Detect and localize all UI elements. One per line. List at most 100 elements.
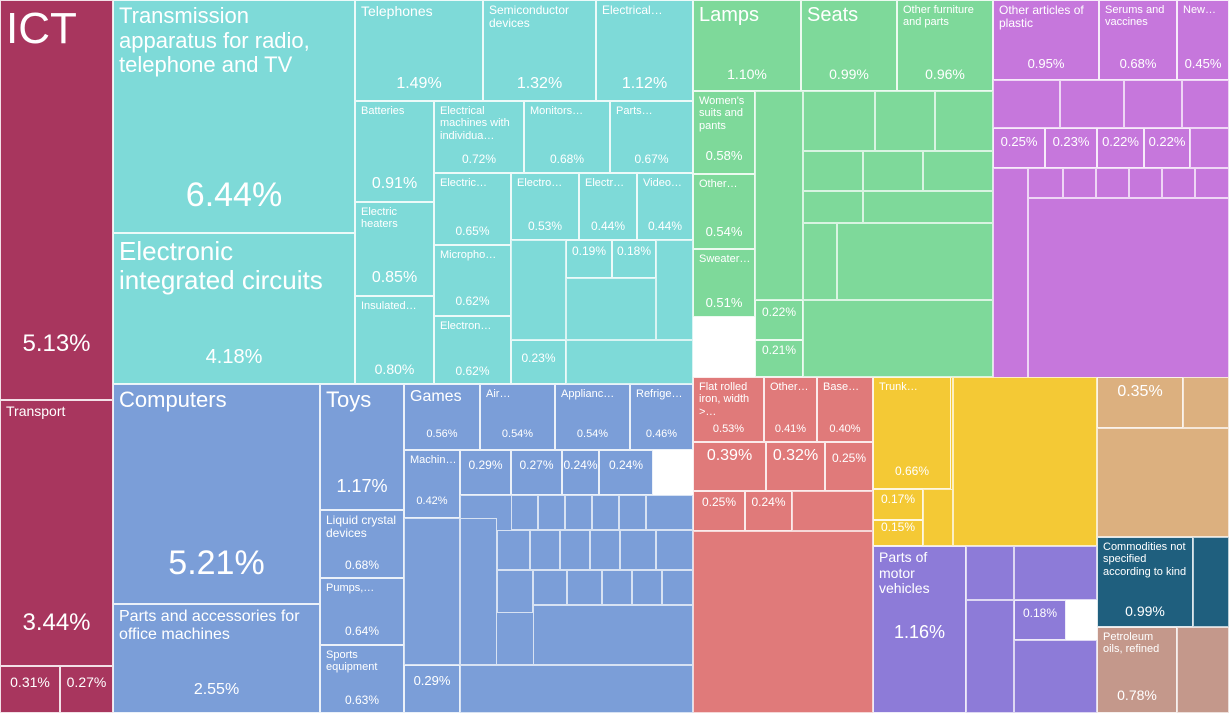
- tile-value: 0.68%: [344, 557, 380, 572]
- tile-value: 1.32%: [516, 75, 563, 93]
- treemap-tile-video: Video… 0.44%: [637, 173, 693, 240]
- treemap-filler-tile: [662, 570, 693, 605]
- treemap-tile-value-0-25: 0.25%: [825, 442, 873, 491]
- tile-value: 0.24%: [563, 457, 598, 472]
- tile-value: 0.24%: [608, 457, 644, 472]
- treemap-tile-value-0-27: 0.27%: [60, 666, 113, 713]
- treemap-tile-value-0-18: 0.18%: [1014, 600, 1066, 640]
- treemap-filler-tile: [566, 340, 693, 384]
- tile-label: Seats: [807, 4, 859, 26]
- treemap-tile-flat-rolled-iron-width: Flat rolled iron, width >… 0.53%: [693, 377, 764, 442]
- treemap-tile-electro: Electro… 0.53%: [511, 173, 579, 240]
- treemap-tile-value-0-29: 0.29%: [404, 665, 460, 713]
- treemap-filler-tile: [1177, 627, 1229, 713]
- treemap-filler-tile: [1097, 428, 1229, 537]
- treemap-filler-tile: [1028, 168, 1063, 198]
- tile-label: Electr…: [585, 177, 625, 189]
- treemap-tile-value-0-24: 0.24%: [745, 491, 792, 531]
- tile-label: Petroleum oils, refined: [1103, 631, 1160, 656]
- treemap-filler-tile: [966, 600, 1014, 713]
- tile-value: 0.46%: [645, 428, 678, 441]
- treemap-filler-tile: [460, 518, 497, 665]
- treemap-tile-electrical: Electrical… 1.12%: [596, 0, 693, 101]
- tile-value: 0.24%: [751, 494, 786, 509]
- tile-value: 0.91%: [371, 175, 418, 193]
- treemap-filler-tile: [1182, 80, 1229, 128]
- treemap-tile-air: Air… 0.54%: [480, 384, 555, 450]
- treemap-filler-tile: [1124, 80, 1182, 128]
- tile-value: 0.66%: [894, 463, 930, 478]
- tile-label: Transmission apparatus for radio, teleph…: [119, 4, 310, 78]
- treemap-tile-seats: Seats 0.99%: [801, 0, 897, 91]
- tile-value: 0.64%: [344, 623, 380, 638]
- treemap-filler-tile: [620, 530, 656, 570]
- treemap-filler-tile: [656, 240, 693, 340]
- tile-value: 0.31%: [10, 673, 50, 690]
- tile-value: 0.56%: [426, 428, 458, 441]
- treemap-filler-tile: [566, 278, 656, 340]
- treemap-filler-tile: [511, 495, 538, 530]
- treemap-filler-tile: [1190, 128, 1229, 168]
- treemap-filler-tile: [803, 223, 837, 300]
- tile-value: 0.67%: [634, 151, 669, 166]
- tile-value: 0.58%: [705, 148, 743, 164]
- treemap-tile-parts-and-accessories-for-office-machines: Parts and accessories for office machine…: [113, 604, 320, 713]
- treemap-tile-monitors: Monitors… 0.68%: [524, 101, 610, 173]
- tile-value: 1.12%: [621, 75, 668, 93]
- treemap-tile-other: Other… 0.41%: [764, 377, 817, 442]
- tile-value: 0.18%: [1022, 605, 1058, 620]
- tile-value: 1.16%: [893, 622, 946, 643]
- treemap-tile-electron: Electron… 0.62%: [434, 316, 511, 384]
- treemap-tile-parts: Parts… 0.67%: [610, 101, 693, 173]
- treemap-filler-tile: [993, 80, 1060, 128]
- tile-label: Flat rolled iron, width >…: [699, 381, 750, 418]
- treemap-tile-value-0-24: 0.24%: [599, 450, 653, 495]
- treemap-tile-computers: Computers 5.21%: [113, 384, 320, 604]
- treemap-filler-tile: [404, 518, 460, 665]
- treemap-filler-tile: [863, 151, 923, 191]
- tile-value: 0.25%: [1000, 134, 1038, 150]
- tile-value: 0.15%: [880, 520, 916, 534]
- tile-value: 0.35%: [1117, 383, 1163, 401]
- treemap-filler-tile: [560, 530, 590, 570]
- treemap-tile-other-furniture-and-parts: Other furniture and parts 0.96%: [897, 0, 993, 91]
- treemap-tile-value-0-22: 0.22%: [1097, 128, 1144, 168]
- treemap-tile-machin: Machin… 0.42%: [404, 450, 460, 518]
- tile-value: 0.44%: [647, 218, 683, 233]
- treemap-tile-value-0-32: 0.32%: [766, 442, 825, 491]
- tile-label: ICT: [6, 4, 77, 53]
- tile-value: 0.68%: [549, 151, 585, 166]
- treemap-tile-parts-of-motor-vehicles: Parts of motor vehicles 1.16%: [873, 546, 966, 713]
- tile-label: Serums and vaccines: [1105, 4, 1165, 29]
- tile-value: 0.32%: [772, 447, 819, 465]
- tile-value: 0.45%: [1184, 56, 1222, 72]
- tile-value: 0.51%: [705, 295, 743, 311]
- tile-label: Batteries: [361, 105, 405, 117]
- tile-value: 0.78%: [1117, 686, 1157, 703]
- tile-label: Other…: [699, 178, 738, 190]
- tile-value: 0.62%: [455, 363, 490, 378]
- tile-value: 0.42%: [416, 495, 448, 508]
- tile-label: Insulated…: [361, 300, 417, 312]
- tile-label: Transport: [6, 404, 66, 419]
- tile-value: 0.27%: [519, 457, 554, 472]
- treemap-filler-tile: [1162, 168, 1195, 198]
- tile-value: 0.29%: [468, 457, 503, 472]
- treemap-tile-liquid-crystal-devices: Liquid crystal devices 0.68%: [320, 510, 404, 578]
- treemap-tile-transport: Transport 3.44%: [0, 400, 113, 666]
- treemap-tile-transmission-apparatus-for-radio-telephone-and-tv: Transmission apparatus for radio, teleph…: [113, 0, 355, 233]
- treemap-filler-tile: [592, 495, 619, 530]
- treemap-tile-value-0-19: 0.19%: [566, 240, 612, 278]
- treemap-tile-value-0-18: 0.18%: [612, 240, 656, 278]
- treemap-tile-other: Other… 0.54%: [693, 174, 755, 249]
- treemap-tile-electric: Electric… 0.65%: [434, 173, 511, 245]
- treemap-filler-tile: [538, 495, 565, 530]
- treemap-tile-value-0-25: 0.25%: [693, 491, 745, 531]
- treemap-filler-tile: [619, 495, 646, 530]
- tile-value: 0.22%: [1102, 134, 1139, 150]
- tile-value: 0.54%: [576, 428, 609, 441]
- treemap-tile-value-0-29: 0.29%: [460, 450, 511, 495]
- treemap-tile-value-0-27: 0.27%: [511, 450, 562, 495]
- treemap-filler-tile: [837, 223, 993, 300]
- tile-label: Other articles of plastic: [999, 4, 1084, 31]
